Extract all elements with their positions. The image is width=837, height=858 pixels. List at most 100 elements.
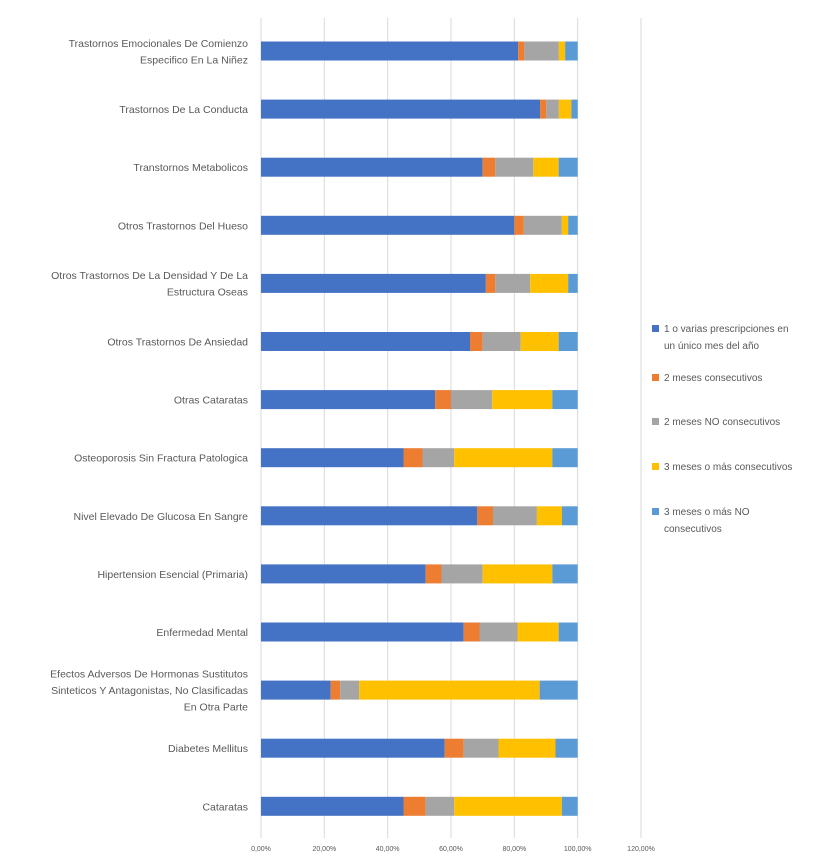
bar-segment bbox=[552, 390, 578, 410]
category-label: Trastornos De La Conducta bbox=[119, 104, 248, 116]
bar-segment bbox=[561, 506, 578, 526]
bar-segment bbox=[261, 273, 486, 293]
x-tick-label: 100,00% bbox=[564, 846, 592, 853]
bar-segment bbox=[477, 506, 494, 526]
bar-segment bbox=[561, 215, 569, 235]
bar-segment bbox=[482, 564, 553, 584]
category-label: Trastornos Emocionales De Comienzo bbox=[69, 38, 249, 50]
bar-segment bbox=[454, 796, 562, 816]
bar-segment bbox=[571, 99, 578, 119]
bar-segment bbox=[441, 564, 483, 584]
bar-segment bbox=[261, 215, 515, 235]
bar-segment bbox=[463, 738, 499, 758]
bar-segment bbox=[482, 157, 496, 177]
bar-segment bbox=[495, 273, 531, 293]
legend-label: un único mes del año bbox=[664, 341, 760, 352]
bar-segment bbox=[330, 680, 341, 700]
bar-segment bbox=[558, 41, 566, 61]
bar-segment bbox=[261, 680, 331, 700]
legend-swatch bbox=[652, 325, 659, 332]
category-label: Otros Trastornos De La Densidad Y De La bbox=[51, 270, 248, 282]
bar-segment bbox=[558, 99, 572, 119]
category-label: Especifico En La Niñez bbox=[140, 54, 248, 66]
bar-segment bbox=[359, 680, 540, 700]
bar-segment bbox=[261, 448, 404, 468]
bar-segment bbox=[261, 99, 541, 119]
bar-segment bbox=[540, 99, 547, 119]
bar-segment bbox=[261, 157, 483, 177]
x-axis-tick-labels: 0,00% 20,00% 40,00% 60,00% 80,00% 100,00% 120,… bbox=[251, 846, 655, 853]
gridlines bbox=[260, 18, 642, 838]
x-tick-label: 20,00% bbox=[312, 846, 336, 853]
bars bbox=[261, 41, 578, 816]
legend-label: 2 meses consecutivos bbox=[664, 373, 762, 384]
x-tick-label: 60,00% bbox=[439, 846, 463, 853]
legend-swatch bbox=[652, 508, 659, 515]
bar-segment bbox=[444, 738, 464, 758]
legend-swatch bbox=[652, 463, 659, 470]
category-label: Osteoporosis Sin Fractura Patologica bbox=[74, 453, 248, 465]
bar-segment bbox=[514, 215, 524, 235]
category-label: Otros Trastornos De Ansiedad bbox=[107, 337, 248, 349]
bar-segment bbox=[524, 41, 559, 61]
bar-segment bbox=[520, 332, 559, 351]
bar-segment bbox=[523, 215, 562, 235]
bar-segment bbox=[451, 390, 493, 410]
x-tick-label: 120,00% bbox=[627, 846, 655, 853]
legend-label: 3 meses o más NO bbox=[664, 507, 750, 518]
bar-segment bbox=[261, 506, 478, 526]
bar-segment bbox=[261, 796, 404, 816]
bar-segment bbox=[539, 680, 578, 700]
bar-segment bbox=[261, 622, 464, 642]
bar-segment bbox=[517, 622, 559, 642]
bar-segment bbox=[493, 506, 537, 526]
bar-segment bbox=[403, 448, 423, 468]
legend: 1 o varias prescripciones en un único mes… bbox=[652, 324, 792, 535]
bar-segment bbox=[498, 738, 556, 758]
category-labels: Trastornos Emocionales De Comienzo Especi… bbox=[50, 38, 248, 814]
bar-segment bbox=[454, 448, 553, 468]
bar-segment bbox=[261, 738, 445, 758]
category-label: Enfermedad Mental bbox=[156, 627, 248, 639]
bar-segment bbox=[552, 448, 578, 468]
bar-segment bbox=[492, 390, 553, 410]
bar-segment bbox=[425, 796, 455, 816]
bar-segment bbox=[261, 390, 436, 410]
category-label: Efectos Adversos De Hormonas Sustitutos bbox=[50, 669, 248, 681]
bar-segment bbox=[568, 215, 578, 235]
bar-segment bbox=[482, 332, 521, 351]
bar-segment bbox=[546, 99, 559, 119]
category-label: Otras Cataratas bbox=[174, 395, 248, 407]
bar-segment bbox=[495, 157, 534, 177]
bar-segment bbox=[533, 157, 559, 177]
bar-segment bbox=[558, 622, 578, 642]
bar-segment bbox=[561, 796, 578, 816]
legend-swatch bbox=[652, 418, 659, 425]
bar-segment bbox=[518, 41, 525, 61]
bar-segment bbox=[552, 564, 578, 584]
legend-label: 1 o varias prescripciones en bbox=[664, 324, 789, 335]
bar-segment bbox=[422, 448, 455, 468]
bar-segment bbox=[261, 332, 470, 351]
category-label: En Otra Parte bbox=[184, 702, 248, 714]
legend-label: 2 meses NO consecutivos bbox=[664, 417, 780, 428]
bar-segment bbox=[568, 273, 578, 293]
bar-segment bbox=[463, 622, 480, 642]
category-label: Estructura Oseas bbox=[167, 287, 248, 299]
bar-segment bbox=[435, 390, 451, 410]
bar-segment bbox=[425, 564, 442, 584]
category-label: Transtornos Metabolicos bbox=[133, 162, 248, 174]
bar-segment bbox=[558, 332, 578, 351]
bar-segment bbox=[530, 273, 569, 293]
bar-segment bbox=[470, 332, 483, 351]
bar-segment bbox=[261, 564, 426, 584]
bar-segment bbox=[261, 41, 519, 61]
category-label: Cataratas bbox=[202, 801, 248, 813]
category-label: Sinteticos Y Antagonistas, No Clasificad… bbox=[51, 685, 248, 697]
bar-segment bbox=[340, 680, 360, 700]
bar-segment bbox=[558, 157, 578, 177]
legend-label: 3 meses o más consecutivos bbox=[664, 462, 792, 473]
x-tick-label: 0,00% bbox=[251, 846, 271, 853]
